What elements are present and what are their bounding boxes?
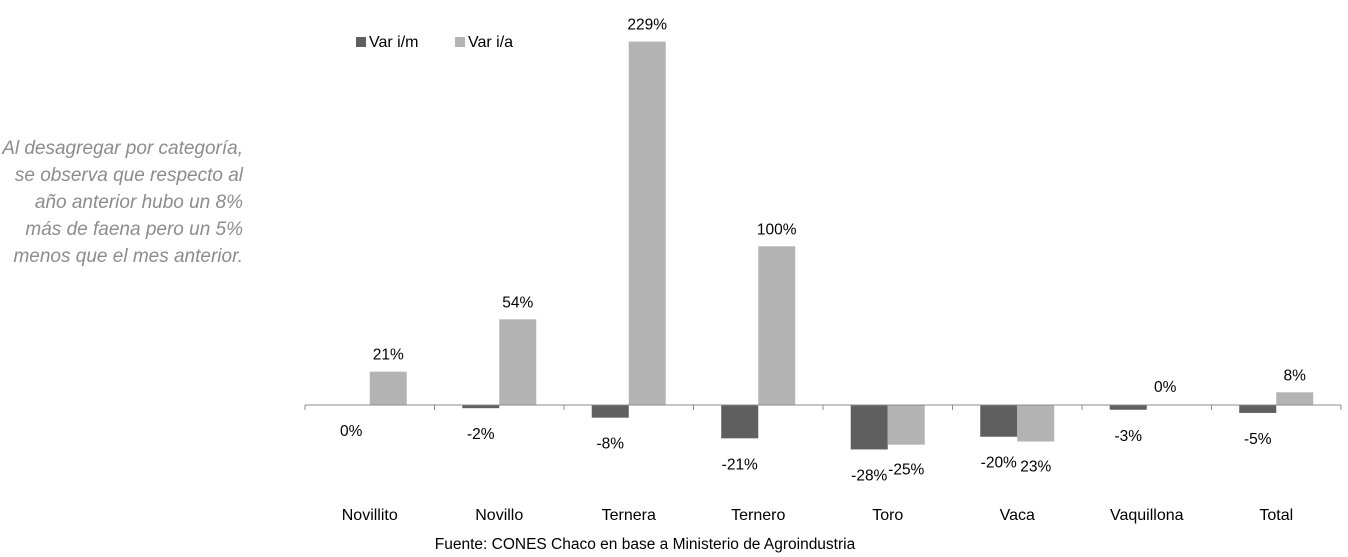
- label-var-i-m-ternera: -8%: [596, 436, 624, 453]
- data-labels: 0% 21% -2% 54% -8% 229% -21% 100% -28% -25% -20% 23…: [340, 17, 1306, 485]
- bar-var-i-m-novillo: [462, 405, 500, 409]
- label-var-i-a-toro: -25%: [888, 462, 924, 479]
- bar-var-i-m-vaquillona: [1109, 405, 1147, 410]
- category-label-ternero: Ternero: [731, 507, 785, 524]
- label-var-i-m-vaquillona: -3%: [1114, 428, 1142, 445]
- label-var-i-m-ternero: -21%: [722, 456, 758, 473]
- bar-var-i-m-vaca: [980, 405, 1018, 437]
- label-var-i-a-ternero: 100%: [757, 221, 797, 238]
- x-axis: [304, 404, 1342, 410]
- label-var-i-m-total: -5%: [1244, 431, 1272, 448]
- bar-var-i-m-ternero: [721, 405, 759, 439]
- label-var-i-m-novillito: 0%: [340, 423, 363, 440]
- bar-var-i-a-total: [1276, 392, 1314, 405]
- legend-label-var-i-m: Var i/m: [369, 34, 418, 51]
- label-var-i-m-vaca: -20%: [981, 455, 1017, 472]
- label-var-i-a-vaca: 23%: [1020, 459, 1051, 476]
- category-label-total: Total: [1259, 507, 1293, 524]
- bar-var-i-m-ternera: [591, 405, 629, 418]
- category-label-novillito: Novillito: [342, 507, 398, 524]
- bar-var-i-a-toro: [887, 405, 925, 445]
- bar-var-i-a-vaca: [1017, 405, 1055, 442]
- bar-var-i-a-novillito: [369, 371, 407, 405]
- bars: [369, 41, 1314, 450]
- label-var-i-m-novillo: -2%: [467, 426, 495, 443]
- label-var-i-a-novillito: 21%: [373, 347, 404, 364]
- category-label-toro: Toro: [872, 507, 903, 524]
- side-note: Al desagregar por categoría, se observa …: [2, 138, 243, 267]
- label-var-i-a-vaquillona: 0%: [1154, 379, 1177, 396]
- bar-var-i-a-novillo: [499, 319, 537, 405]
- category-labels: Novillito Novillo Ternera Ternero Toro Vaca Va…: [342, 507, 1293, 524]
- bar-var-i-a-ternera: [628, 41, 666, 406]
- legend: Var i/m Var i/a: [356, 34, 513, 51]
- legend-label-var-i-a: Var i/a: [468, 34, 513, 51]
- label-var-i-a-total: 8%: [1284, 367, 1307, 384]
- label-var-i-a-novillo: 54%: [502, 294, 533, 311]
- label-var-i-a-ternera: 229%: [627, 17, 667, 34]
- bar-var-i-a-ternero: [758, 246, 796, 405]
- legend-swatch-var-i-m: [356, 37, 366, 47]
- category-label-vaquillona: Vaquillona: [1110, 507, 1184, 524]
- category-label-vaca: Vaca: [1000, 507, 1035, 524]
- source-note: Fuente: CONES Chaco en base a Ministerio…: [435, 536, 856, 553]
- legend-swatch-var-i-a: [455, 37, 465, 47]
- bar-var-i-m-toro: [850, 405, 888, 450]
- category-label-ternera: Ternera: [602, 507, 656, 524]
- bar-var-i-m-total: [1239, 405, 1277, 413]
- category-label-novillo: Novillo: [475, 507, 523, 524]
- label-var-i-m-toro: -28%: [851, 467, 887, 484]
